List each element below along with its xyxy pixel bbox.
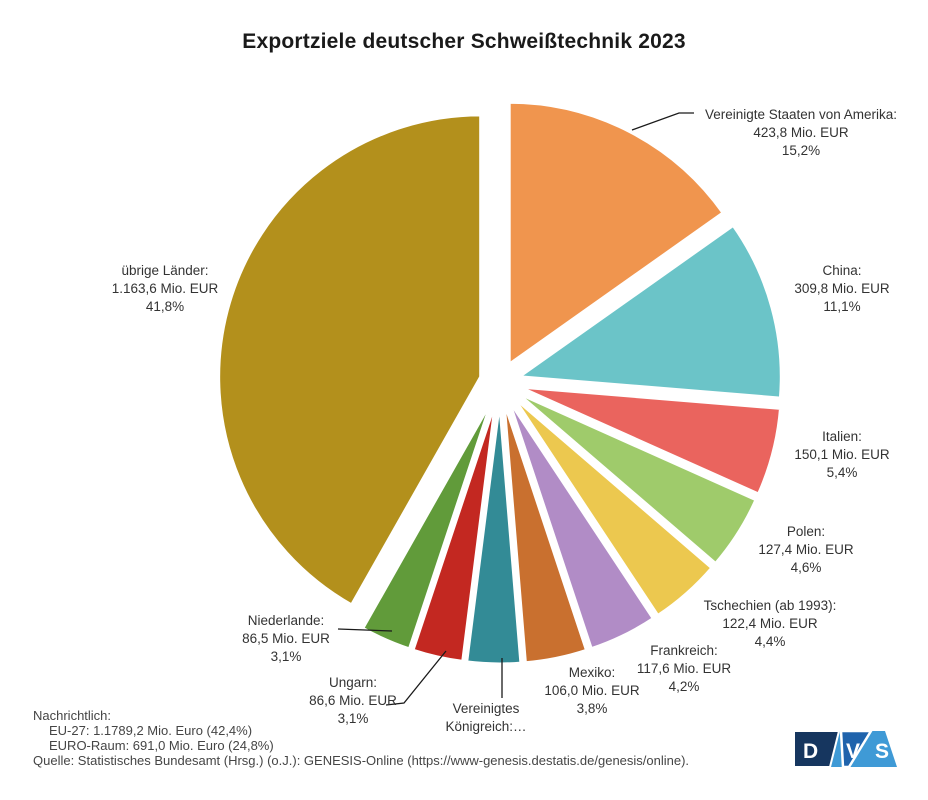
pie-slice-vereinigtes-koenigreich	[465, 400, 523, 666]
pie-slice-italien	[517, 385, 782, 496]
pie-slice-ungarn	[411, 400, 498, 663]
pie-label-uebrige-laender: übrige Länder: 1.163,6 Mio. EUR 41,8%	[112, 262, 219, 316]
leader-line-niederlande	[337, 628, 393, 632]
pie-label-china: China: 309,8 Mio. EUR 11,1%	[794, 262, 889, 316]
pie-label-line: Vereinigte Staaten von Amerika:	[704, 107, 898, 122]
dvs-logo-mid-panel	[839, 729, 874, 769]
pie-label-line: 1.163,6 Mio. EUR	[111, 281, 219, 296]
footnote-eu27: EU-27: 1.1789,2 Mio. Euro (42,4%)	[49, 723, 253, 738]
pie-label-line: 3,8%	[576, 701, 608, 716]
pie-slice-tschechien	[511, 395, 714, 617]
pie-label-line: 5,4%	[826, 465, 858, 480]
footnote-source: Quelle: Statistisches Bundesamt (Hrsg.) …	[33, 753, 690, 768]
pie-slice-polen	[515, 391, 758, 565]
pie-label-line: 4,6%	[790, 560, 822, 575]
pie-label-line: 11,1%	[823, 299, 861, 314]
pie-label-line: Mexiko:	[568, 665, 616, 680]
pie-slice-niederlande	[361, 398, 494, 651]
pie-label-line: 4,4%	[754, 634, 786, 649]
pie-slice-mexiko	[502, 400, 588, 665]
dvs-logo-letter-s: S	[875, 740, 889, 763]
pie-slice-usa	[507, 100, 725, 366]
pie-label-polen: Polen: 127,4 Mio. EUR 4,6%	[758, 523, 853, 577]
footnote-euroraum: EURO-Raum: 691,0 Mio. Euro (24,8%)	[49, 738, 274, 753]
leader-line-usa	[631, 112, 694, 131]
pie-label-line: 3,1%	[270, 649, 302, 664]
pie-label-line: Königreich:…	[445, 719, 527, 734]
leader-line-ungarn	[385, 650, 447, 706]
pie-label-ungarn: Ungarn: 86,6 Mio. EUR 3,1%	[309, 674, 397, 728]
pie-label-usa: Vereinigte Staaten von Amerika: 423,8 Mio…	[705, 106, 897, 160]
pie-slice-frankreich	[507, 398, 655, 651]
pie-label-niederlande: Niederlande: 86,5 Mio. EUR 3,1%	[242, 612, 330, 666]
dvs-logo-dark-panel	[793, 730, 841, 768]
dvs-logo-letter-d: D	[803, 740, 818, 763]
dvs-logo: D V S	[793, 729, 897, 769]
footnote-nachrichtlich: Nachrichtlich:	[33, 708, 112, 723]
footnotes: Nachrichtlich: EU-27: 1.1789,2 Mio. Euro…	[33, 708, 689, 768]
pie-label-vereinigtes-koenigreich: Vereinigtes Königreich:…	[445, 700, 526, 736]
pie-label-italien: Italien: 150,1 Mio. EUR 5,4%	[794, 428, 889, 482]
pie-label-line: 122,4 Mio. EUR	[722, 616, 818, 631]
pie-label-line: 150,1 Mio. EUR	[794, 447, 890, 462]
pie-label-line: 106,0 Mio. EUR	[544, 683, 640, 698]
pie-label-line: 3,1%	[337, 711, 369, 726]
pie-label-line: übrige Länder:	[121, 263, 209, 278]
chart-title: Exportziele deutscher Schweißtechnik 202…	[242, 30, 686, 53]
pie-label-line: 41,8%	[145, 299, 185, 314]
pie-label-line: Frankreich:	[650, 643, 718, 658]
pie-label-line: 117,6 Mio. EUR	[636, 661, 732, 676]
pie-label-line: 86,6 Mio. EUR	[309, 693, 397, 708]
pie-label-mexiko: Mexiko: 106,0 Mio. EUR 3,8%	[544, 664, 639, 718]
pie-label-line: 423,8 Mio. EUR	[753, 125, 849, 140]
pie-label-frankreich: Frankreich: 117,6 Mio. EUR 4,2%	[637, 642, 731, 696]
pie-label-line: Tschechien (ab 1993):	[703, 598, 837, 613]
pie-label-line: Ungarn:	[328, 675, 378, 690]
pie-label-line: 15,2%	[781, 143, 821, 158]
pie-label-line: China:	[822, 263, 862, 278]
pie-label-line: Niederlande:	[247, 613, 325, 628]
dvs-logo-letter-v: V	[846, 740, 860, 763]
pie-label-line: 86,5 Mio. EUR	[242, 631, 330, 646]
pie-label-line: Vereinigtes	[452, 701, 520, 716]
pie-label-line: Polen:	[786, 524, 826, 539]
pie-label-line: 4,2%	[668, 679, 700, 694]
pie-label-line: 309,8 Mio. EUR	[794, 281, 890, 296]
pie-label-line: 127,4 Mio. EUR	[758, 542, 854, 557]
pie-slice-uebrige-laender	[217, 113, 483, 607]
pie-slice-china	[517, 223, 783, 400]
pie-label-tschechien: Tschechien (ab 1993): 122,4 Mio. EUR 4,4%	[704, 597, 837, 651]
pie-label-line: Italien:	[822, 429, 862, 444]
